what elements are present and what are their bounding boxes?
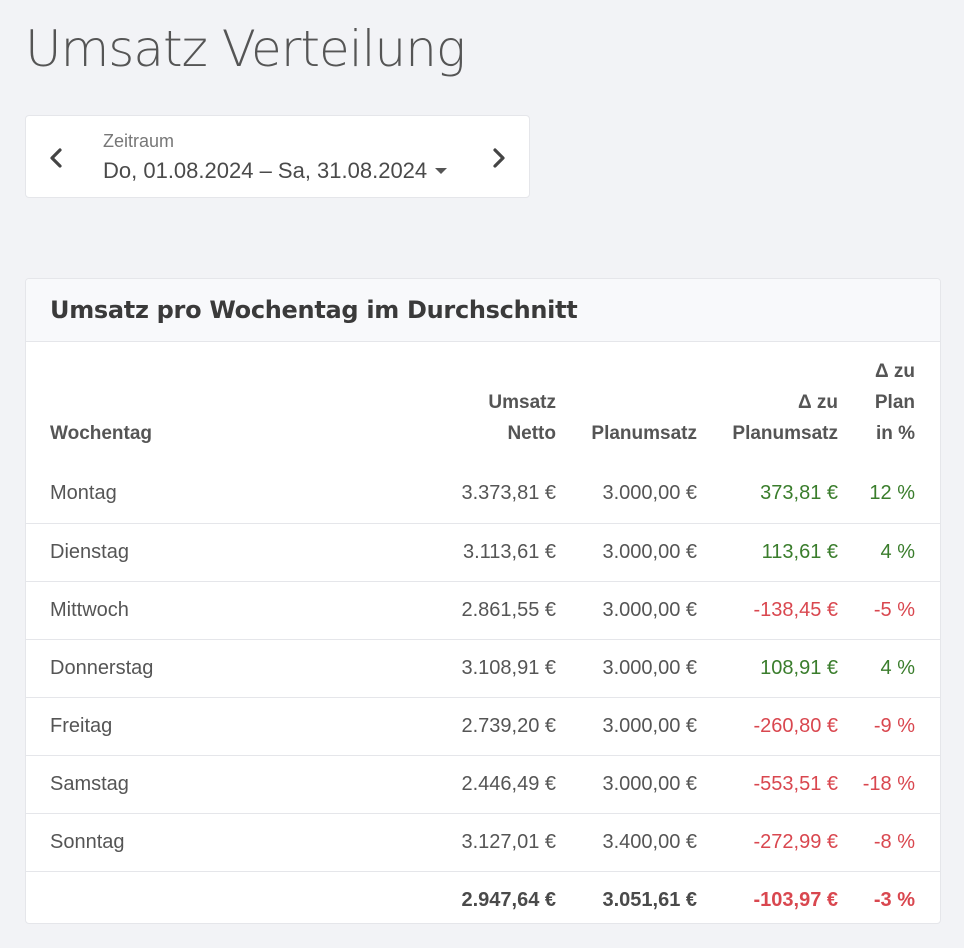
table-row: Dienstag 3.113,61 €3.000,00 €113,61 €4 % <box>26 522 940 581</box>
table-header-row: Wochentag Umsatz Netto Planumsatz Δ zu Pla… <box>26 342 940 465</box>
caret-down-icon <box>435 168 448 174</box>
weekday-cell: Mittwoch <box>26 580 406 639</box>
total-planned-revenue: 3.051,61 € <box>556 870 697 923</box>
net-revenue-cell: 3.373,81 € <box>461 482 556 505</box>
planned-revenue-cell: 3.000,00 € <box>556 754 697 813</box>
weekday-cell: Samstag <box>26 754 406 813</box>
table-row: Samstag 2.446,49 €3.000,00 € -553,51 € -18 … <box>26 754 940 813</box>
table-row: Freitag 2.739,20 €3.000,00 € -260,80 € -9 % <box>26 696 940 755</box>
net-revenue-cell: 2.739,20 € <box>406 696 556 755</box>
planned-revenue-cell: 3.000,00 € <box>556 638 697 697</box>
date-range-value: Do, 01.08.2024 – Sa, 31.08.2024 <box>103 158 428 183</box>
net-revenue-cell: 3.127,01 € <box>406 812 556 871</box>
delta-plan-percent-cell: -9 % <box>838 696 940 755</box>
chevron-right-icon <box>493 148 505 168</box>
table-row: Mittwoch 2.861,55 €3.000,00 € -138,45 € -5 … <box>26 580 940 639</box>
previous-period-button[interactable] <box>36 138 76 178</box>
delta-plan-cell: -138,45 € <box>697 580 838 639</box>
column-header-weekday[interactable]: Wochentag <box>50 423 153 444</box>
page-title: Umsatz Verteilung <box>25 20 466 78</box>
totals-row: 2.947,64 € 3.051,61 € -103,97 € -3 % <box>26 870 940 923</box>
column-header-planned-revenue[interactable]: Planumsatz <box>591 423 697 444</box>
weekday-cell: Freitag <box>26 696 406 755</box>
delta-plan-percent-cell: -5 % <box>838 580 940 639</box>
delta-plan-cell: -272,99 € <box>697 812 838 871</box>
total-delta-plan-percent: -3 % <box>838 870 940 923</box>
total-delta-plan: -103,97 € <box>697 870 838 923</box>
date-range-picker: Zeitraum Do, 01.08.2024 – Sa, 31.08.2024 <box>25 115 530 198</box>
date-range-label: Zeitraum <box>103 131 175 151</box>
planned-revenue-cell: 3.000,00 € <box>556 522 697 581</box>
table-row: Donnerstag 3.108,91 €3.000,00 €108,91 €4 … <box>26 638 940 697</box>
column-header-delta-plan-percent[interactable]: Δ zu Plan in % <box>874 361 915 444</box>
delta-plan-percent-cell: 4 % <box>838 522 940 581</box>
chevron-left-icon <box>50 148 62 168</box>
delta-plan-cell: -553,51 € <box>697 754 838 813</box>
totals-label <box>26 870 406 923</box>
card-title: Umsatz pro Wochentag im Durchschnitt <box>50 296 578 324</box>
date-range-dropdown[interactable]: Do, 01.08.2024 – Sa, 31.08.2024 <box>103 158 448 184</box>
delta-plan-cell: -260,80 € <box>697 696 838 755</box>
weekday-revenue-card: Umsatz pro Wochentag im Durchschnitt Woc… <box>25 278 941 924</box>
column-header-net-revenue[interactable]: Umsatz Netto <box>488 392 556 444</box>
card-header: Umsatz pro Wochentag im Durchschnitt <box>26 279 940 342</box>
delta-plan-percent-cell: -8 % <box>838 812 940 871</box>
weekday-cell: Sonntag <box>26 812 406 871</box>
net-revenue-cell: 2.861,55 € <box>406 580 556 639</box>
delta-plan-cell: 113,61 € <box>697 522 838 581</box>
delta-plan-percent-cell: -18 % <box>838 754 940 813</box>
weekday-revenue-table: Wochentag Umsatz Netto Planumsatz Δ zu Pla… <box>26 342 940 923</box>
next-period-button[interactable] <box>479 138 519 178</box>
delta-plan-percent-cell: 4 % <box>838 638 940 697</box>
net-revenue-cell: 3.113,61 € <box>406 522 556 581</box>
delta-plan-cell: 108,91 € <box>697 638 838 697</box>
table-row: Montag 3.373,81 € 3.000,00 € 373,81 € 12 % <box>26 465 940 523</box>
planned-revenue-cell: 3.000,00 € <box>556 696 697 755</box>
table-row: Sonntag 3.127,01 €3.400,00 € -272,99 € -8 % <box>26 812 940 871</box>
weekday-cell: Montag <box>50 482 117 505</box>
planned-revenue-cell: 3.400,00 € <box>556 812 697 871</box>
weekday-cell: Dienstag <box>26 522 406 581</box>
total-net-revenue: 2.947,64 € <box>406 870 556 923</box>
column-header-delta-plan[interactable]: Δ zu Planumsatz <box>732 392 838 444</box>
delta-plan-percent-cell: 12 % <box>869 482 915 505</box>
planned-revenue-cell: 3.000,00 € <box>602 482 697 505</box>
delta-plan-cell: 373,81 € <box>760 482 838 505</box>
planned-revenue-cell: 3.000,00 € <box>556 580 697 639</box>
net-revenue-cell: 3.108,91 € <box>406 638 556 697</box>
net-revenue-cell: 2.446,49 € <box>406 754 556 813</box>
weekday-cell: Donnerstag <box>26 638 406 697</box>
